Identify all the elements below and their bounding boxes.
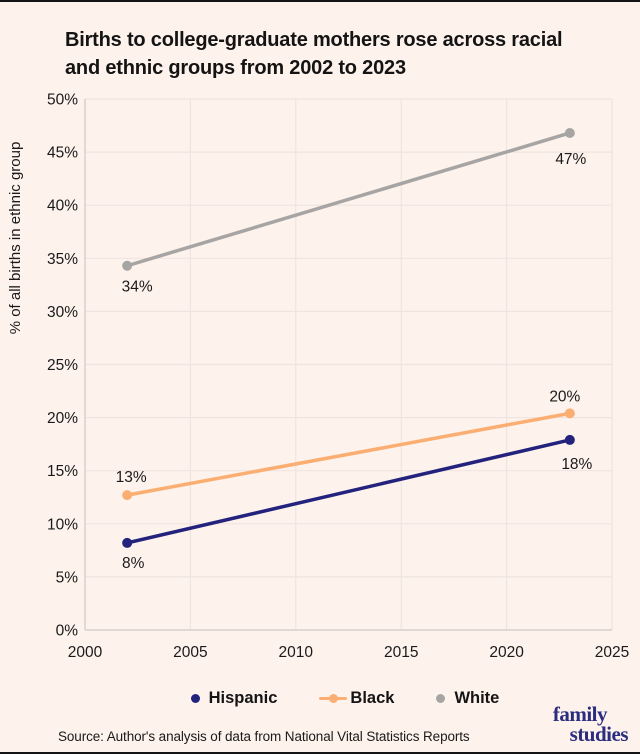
y-tick-label: 30% <box>47 304 78 321</box>
data-label-black: 13% <box>116 469 147 486</box>
legend-item-hispanic: Hispanic <box>190 688 278 708</box>
series-line-white <box>125 131 572 268</box>
x-tick-label: 2005 <box>173 644 207 661</box>
y-tick-label: 50% <box>47 92 78 109</box>
y-tick-label: 10% <box>47 516 78 533</box>
y-tick-label: 5% <box>56 569 79 586</box>
logo-line2: studies <box>569 722 629 746</box>
x-tick-label: 2020 <box>489 644 524 661</box>
data-label-black: 20% <box>549 388 580 405</box>
white-dot-icon <box>436 693 446 703</box>
chart-title-line2: and ethnic groups from 2002 to 2023 <box>65 57 406 79</box>
data-label-white: 47% <box>555 151 586 168</box>
series-line-hispanic <box>125 438 572 545</box>
data-point-white <box>564 127 575 138</box>
legend-label-white: White <box>454 688 500 707</box>
y-tick-label: 25% <box>47 357 78 374</box>
data-label-white: 34% <box>122 279 153 296</box>
y-tick-label: 15% <box>47 463 78 480</box>
source-note: Source: Author's analysis of data from N… <box>58 729 470 744</box>
x-tick-label: 2010 <box>279 644 314 661</box>
y-tick-label: 40% <box>47 198 78 215</box>
y-tick-label: 35% <box>47 251 78 268</box>
data-point-black <box>564 408 575 419</box>
data-point-black <box>122 490 133 501</box>
black-line-dot-icon <box>319 693 348 703</box>
logo-line1: family <box>552 702 608 726</box>
legend-item-white: White <box>436 689 499 708</box>
chart-title: Births to college-graduate mothers rose … <box>65 26 625 82</box>
x-tick-label: 2000 <box>68 644 103 661</box>
data-point-hispanic <box>564 434 575 445</box>
line-chart: 0% 5% 10% 15% 20% 25% 30% 35% 40% 45% 50% 2000 2005 2… <box>7 92 629 662</box>
y-tick-label: 0% <box>56 623 79 640</box>
family-studies-logo: family studies <box>552 702 629 746</box>
y-tick-label: 20% <box>47 410 78 427</box>
data-point-hispanic <box>122 537 133 548</box>
legend-label-black: Black <box>350 688 395 707</box>
series-line-black <box>125 411 572 497</box>
data-label-hispanic: 8% <box>122 555 145 572</box>
hispanic-dot-icon <box>190 693 200 703</box>
chart-title-line1: Births to college-graduate mothers rose … <box>65 29 563 51</box>
y-tick-label: 45% <box>47 145 78 162</box>
x-tick-label: 2025 <box>595 644 629 661</box>
legend-item-black: Black <box>319 689 394 708</box>
y-axis-title: % of all births in ethnic group <box>7 142 24 335</box>
chart-legend: Hispanic Black White <box>25 685 640 711</box>
legend-label-hispanic: Hispanic <box>208 688 278 707</box>
x-tick-label: 2015 <box>384 644 418 661</box>
data-label-hispanic: 18% <box>561 456 592 473</box>
data-point-white <box>122 260 133 271</box>
